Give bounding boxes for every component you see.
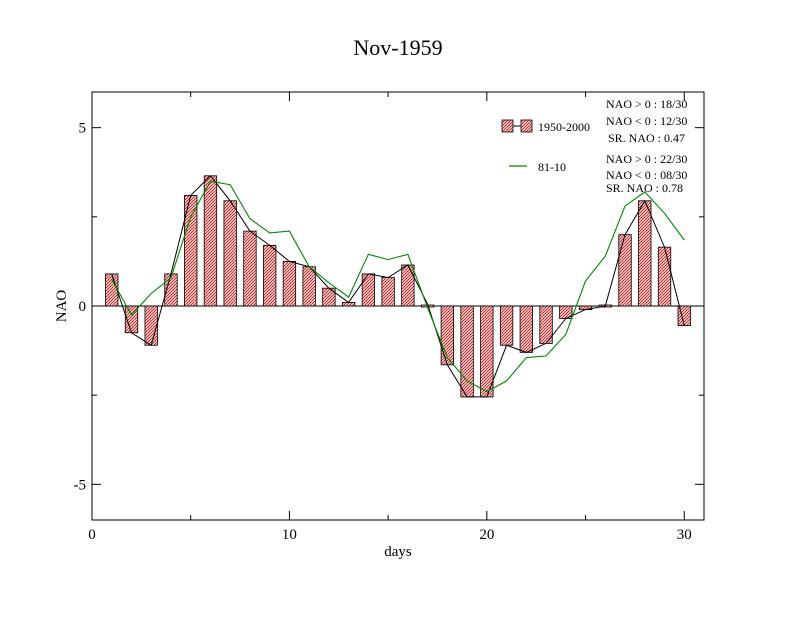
series-1950-2000-line <box>111 175 685 398</box>
bar-day-15 <box>381 277 395 307</box>
bar-day-3 <box>144 305 158 346</box>
bar-day-9 <box>263 244 277 307</box>
chart-title: Nov-1959 <box>353 35 442 60</box>
x-tick-label-20: 20 <box>479 527 494 543</box>
axis-ticks: 0 10 20 30 -5 0 5 <box>74 92 704 543</box>
bar-day-11 <box>302 266 316 307</box>
bar-day-30 <box>677 305 691 327</box>
stats-81-10-sr: SR. NAO : 0.78 <box>606 181 683 195</box>
series-81-10-line <box>111 180 685 393</box>
bar-day-20 <box>480 305 494 398</box>
y-tick-label--5: -5 <box>74 477 87 493</box>
bar-day-14 <box>361 273 376 307</box>
y-tick-label-5: 5 <box>79 121 87 137</box>
stats-1950-2000-positive: NAO > 0 : 18/30 <box>606 97 687 111</box>
x-tick-label-0: 0 <box>88 527 96 543</box>
stats-1950-2000-negative: NAO < 0 : 12/30 <box>606 114 687 128</box>
stats-81-10-positive: NAO > 0 : 22/30 <box>606 152 687 166</box>
legend: 1950-2000 81-10 NAO > 0 : 18/30 NAO < 0 … <box>501 97 687 195</box>
x-tick-label-30: 30 <box>677 527 692 543</box>
bar-day-16 <box>401 264 415 307</box>
bar-day-10 <box>282 261 297 307</box>
bar-day-29 <box>657 246 672 307</box>
stats-81-10-negative: NAO < 0 : 08/30 <box>606 168 687 182</box>
bar-day-21 <box>499 305 514 346</box>
bar-day-7 <box>223 200 237 307</box>
bars-group <box>105 175 691 398</box>
y-tick-label-0: 0 <box>79 299 87 315</box>
x-axis-label: days <box>384 544 412 560</box>
legend-line-label: 81-10 <box>538 160 566 174</box>
stats-1950-2000-sr: SR. NAO : 0.47 <box>608 131 685 145</box>
legend-bar-swatch-left <box>501 119 514 133</box>
x-tick-label-10: 10 <box>282 527 297 543</box>
bar-day-22 <box>519 305 533 353</box>
bar-day-6 <box>203 175 218 307</box>
bar-connector-line <box>111 175 685 398</box>
bar-day-8 <box>243 230 257 307</box>
bar-day-27 <box>618 234 632 307</box>
y-axis-label: NAO <box>54 290 70 323</box>
series-81-10-polyline <box>111 180 685 393</box>
bar-day-28 <box>638 200 652 307</box>
bar-day-1 <box>105 273 119 307</box>
legend-bar-label: 1950-2000 <box>538 120 590 134</box>
bar-day-18 <box>440 305 455 366</box>
legend-bar-swatch-right <box>520 119 533 133</box>
